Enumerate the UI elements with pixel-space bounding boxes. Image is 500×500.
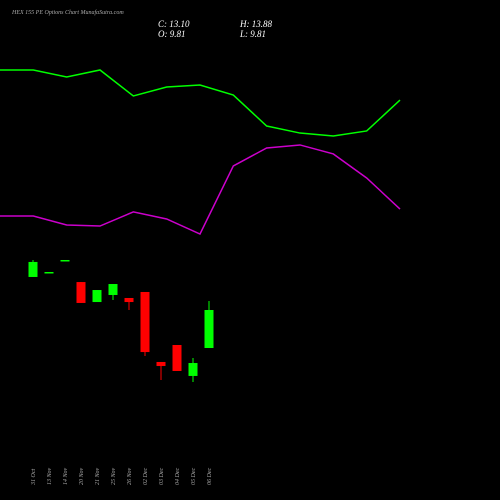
x-tick-label: 14 Nov bbox=[62, 467, 69, 485]
chart-title: HEX 155 PE Options Chart MunafaSutra.com bbox=[11, 9, 124, 16]
candle-body bbox=[140, 291, 150, 353]
low-info: L: 9.81 bbox=[239, 29, 266, 39]
candle-body bbox=[92, 290, 102, 303]
x-tick-label: 21 Nov bbox=[95, 467, 101, 485]
candle-body bbox=[60, 259, 70, 262]
x-tick-label: 31 Oct bbox=[31, 469, 37, 486]
candle-body bbox=[108, 284, 118, 295]
candle-body bbox=[172, 344, 182, 371]
open-info: O: 9.81 bbox=[158, 29, 186, 39]
x-tick-label: 25 Nov bbox=[111, 467, 117, 485]
x-tick-label: 04 Dec bbox=[174, 468, 181, 485]
candle-body bbox=[124, 297, 134, 303]
candle-body bbox=[44, 272, 54, 274]
close-info: C: 13.10 bbox=[158, 19, 190, 29]
x-tick-label: 06 Dec bbox=[207, 468, 213, 485]
candle-body bbox=[204, 310, 214, 349]
candle-body bbox=[76, 282, 86, 303]
x-tick-label: 05 Dec bbox=[191, 468, 197, 485]
indicator-line bbox=[0, 69, 401, 137]
indicator-line bbox=[0, 144, 401, 235]
x-tick-label: 26 Nov bbox=[127, 467, 133, 485]
candle-body bbox=[188, 363, 198, 376]
x-tick-label: 02 Dec bbox=[143, 468, 149, 485]
x-tick-label: 13 Nov bbox=[47, 467, 53, 485]
candle-body bbox=[28, 261, 38, 277]
x-tick-label: 03 Dec bbox=[159, 468, 165, 485]
x-tick-label: 20 Nov bbox=[79, 467, 85, 485]
high-info: H: 13.88 bbox=[239, 19, 272, 29]
candle-body bbox=[156, 361, 166, 367]
